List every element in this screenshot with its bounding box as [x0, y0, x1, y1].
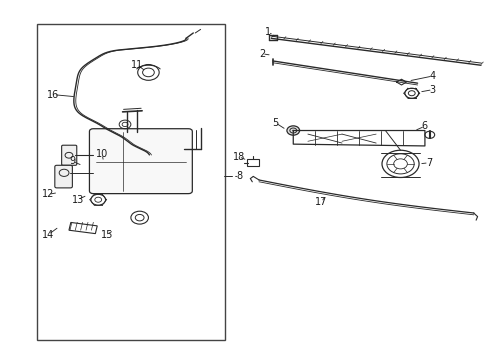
Text: 14: 14: [42, 230, 55, 239]
Text: 1: 1: [264, 27, 270, 37]
Text: 10: 10: [96, 149, 108, 159]
Circle shape: [286, 126, 299, 135]
Text: 9: 9: [70, 156, 76, 166]
Text: 12: 12: [42, 189, 55, 199]
Text: 2: 2: [259, 49, 264, 59]
Text: 16: 16: [47, 90, 60, 100]
Text: 5: 5: [271, 118, 278, 128]
Text: 18: 18: [232, 152, 244, 162]
Text: 15: 15: [101, 230, 113, 239]
FancyBboxPatch shape: [55, 165, 72, 188]
Text: 4: 4: [429, 71, 435, 81]
FancyBboxPatch shape: [61, 145, 77, 165]
Text: 13: 13: [71, 195, 83, 205]
Text: 3: 3: [429, 85, 435, 95]
FancyBboxPatch shape: [89, 129, 192, 194]
Bar: [37, 24, 224, 339]
Text: 8: 8: [236, 171, 242, 181]
Bar: [69, 222, 97, 234]
Text: 7: 7: [425, 158, 431, 168]
Bar: [247, 159, 259, 166]
Text: 17: 17: [315, 197, 327, 207]
Text: 6: 6: [421, 121, 427, 131]
Text: 11: 11: [130, 59, 142, 69]
